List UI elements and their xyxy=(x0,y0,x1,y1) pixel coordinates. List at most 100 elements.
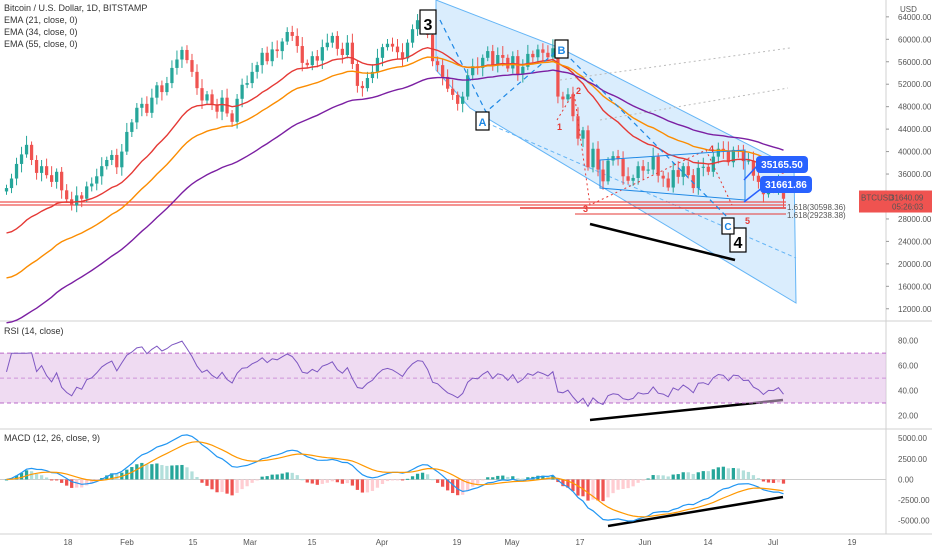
macd-histogram-bar xyxy=(561,479,565,487)
macd-histogram-bar xyxy=(435,479,440,483)
candle-body xyxy=(65,190,69,200)
candle-body xyxy=(641,166,645,171)
macd-histogram-bar xyxy=(295,475,299,480)
macd-histogram-bar xyxy=(245,479,249,487)
macd-histogram-bar xyxy=(591,479,595,500)
macd-histogram-bar xyxy=(250,479,254,483)
candle-body xyxy=(300,46,304,63)
macd-histogram-bar xyxy=(19,472,24,480)
time-tick-label: 19 xyxy=(453,538,462,547)
candle-body xyxy=(681,166,685,177)
rsi-tick-label: 80.00 xyxy=(898,337,919,346)
macd-histogram-bar xyxy=(446,479,450,491)
macd-histogram-bar xyxy=(781,479,786,484)
macd-histogram-bar xyxy=(360,479,365,493)
macd-histogram-bar xyxy=(661,475,665,480)
candle-body xyxy=(150,97,154,113)
minor-wave-label: 3 xyxy=(583,204,588,214)
time-tick-label: 15 xyxy=(189,538,198,547)
macd-histogram-bar xyxy=(215,479,219,493)
macd-tick-label: 0.00 xyxy=(898,475,914,484)
macd-histogram-bar xyxy=(496,475,500,480)
time-tick-label: Jul xyxy=(768,538,778,547)
macd-histogram-bar xyxy=(696,472,700,480)
macd-histogram-bar xyxy=(220,479,224,493)
macd-histogram-bar xyxy=(681,472,685,480)
price-tick-label: 36000.00 xyxy=(898,170,932,179)
candle-body xyxy=(285,32,289,42)
candle-body xyxy=(85,186,89,199)
macd-histogram-bar xyxy=(761,479,766,482)
candle-body xyxy=(160,85,164,93)
candle-body xyxy=(270,49,274,62)
ema55-line xyxy=(6,69,784,324)
macd-histogram-bar xyxy=(440,479,445,487)
candle-body xyxy=(466,75,470,97)
candle-body xyxy=(365,78,370,89)
wave-c-label-box xyxy=(721,217,735,235)
ticker-label: BTCUSD xyxy=(861,194,894,203)
callout-pointer-lower xyxy=(743,187,763,203)
candle-body xyxy=(440,65,445,77)
wave-b-label-box xyxy=(554,39,569,59)
macd-tick-label: 5000.00 xyxy=(898,434,927,443)
candle-body xyxy=(731,149,735,163)
candle-body xyxy=(250,71,254,84)
macd-histogram-bar xyxy=(726,468,730,480)
candle-body xyxy=(44,166,49,176)
candle-body xyxy=(405,42,410,59)
macd-histogram-bar xyxy=(701,471,705,480)
candle-body xyxy=(110,154,114,160)
candle-body xyxy=(210,94,214,105)
last-price-label: 31640.09 xyxy=(890,194,924,203)
candle-body xyxy=(415,20,420,30)
candle-body xyxy=(255,65,259,72)
callout-pointer-upper xyxy=(743,164,759,181)
macd-histogram-bar xyxy=(300,479,304,481)
candle-body xyxy=(711,156,715,172)
candle-body xyxy=(601,169,605,182)
macd-histogram-bar xyxy=(190,471,194,480)
candle-body xyxy=(280,41,284,52)
time-tick-label: 19 xyxy=(848,538,857,547)
macd-histogram-bar xyxy=(4,479,9,481)
candle-body xyxy=(591,148,595,168)
candle-body xyxy=(566,94,570,100)
candle-body xyxy=(305,62,309,66)
price-tick-label: 40000.00 xyxy=(898,148,932,157)
candle-body xyxy=(175,59,179,68)
macd-histogram-bar xyxy=(621,479,625,489)
candle-body xyxy=(496,55,500,66)
candle-body xyxy=(370,71,375,79)
candle-body xyxy=(235,98,239,122)
macd-histogram-bar xyxy=(466,479,470,491)
minor-wave-label: 1 xyxy=(557,122,562,132)
macd-histogram-bar xyxy=(581,479,585,497)
last-price-tag xyxy=(859,190,932,213)
candle-body xyxy=(230,113,234,122)
macd-histogram-bar xyxy=(576,479,580,496)
candle-body xyxy=(14,163,19,179)
time-tick-label: Apr xyxy=(376,538,389,547)
macd-histogram-bar xyxy=(736,468,741,480)
macd-histogram-bar xyxy=(240,479,244,490)
macd-histogram-bar xyxy=(420,472,425,480)
candle-body xyxy=(120,151,124,168)
candle-body xyxy=(571,94,575,117)
macd-histogram-bar xyxy=(260,476,264,480)
projection-line-upper xyxy=(559,47,791,81)
candle-body xyxy=(461,96,465,104)
macd-histogram-bar xyxy=(330,479,334,482)
candle-body xyxy=(671,170,675,188)
candle-body xyxy=(611,156,615,161)
macd-histogram-bar xyxy=(501,475,505,480)
time-tick-label: 17 xyxy=(576,538,585,547)
abc-dashed-path xyxy=(439,19,735,225)
candle-body xyxy=(435,61,440,66)
macd-histogram-bar xyxy=(456,479,460,496)
macd-histogram-bar xyxy=(60,479,64,483)
candle-body xyxy=(701,166,705,168)
candle-body xyxy=(355,64,360,86)
